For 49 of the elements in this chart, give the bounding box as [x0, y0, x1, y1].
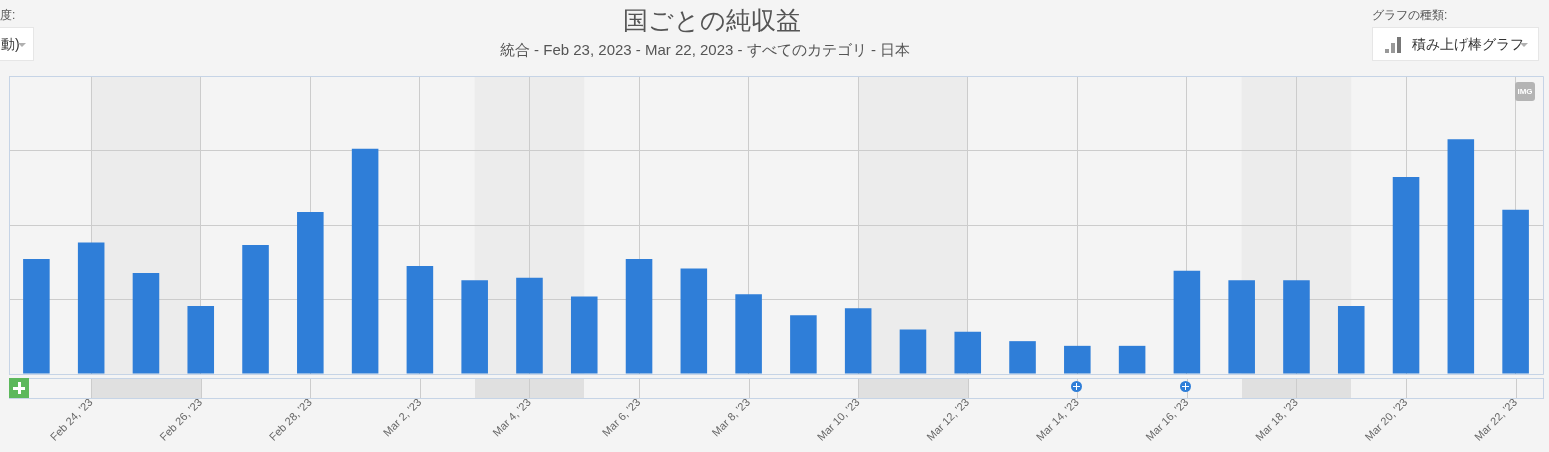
bar: [1392, 176, 1420, 374]
x-tick-label: Mar 8, '23: [709, 395, 753, 439]
bar: [735, 294, 762, 374]
bar: [242, 244, 269, 374]
bar: [1502, 209, 1529, 374]
bar: [1118, 345, 1146, 374]
bar: [132, 273, 160, 374]
x-tick-label: Mar 10, '23: [814, 395, 862, 443]
x-tick-label: Feb 26, '23: [157, 395, 205, 443]
bar: [899, 329, 927, 374]
x-tick-label: Mar 2, '23: [380, 395, 424, 439]
bar: [1447, 139, 1475, 374]
bar: [187, 305, 215, 374]
x-tick-label: Mar 18, '23: [1252, 395, 1301, 443]
x-tick-label: Mar 22, '23: [1472, 395, 1520, 443]
x-tick-label: Mar 16, '23: [1143, 395, 1191, 443]
x-tick-label: Feb 28, '23: [266, 395, 314, 443]
image-badge: IMG: [1515, 82, 1535, 101]
x-tick-label: Feb 24, '23: [47, 395, 95, 443]
chart-title: 国ごとの純収益: [622, 5, 802, 35]
bar: [77, 242, 105, 374]
bar: [1064, 345, 1091, 374]
bar: [516, 277, 543, 374]
bar: [1283, 280, 1310, 374]
text: グラフの種類:: [1372, 8, 1448, 22]
text: 積み上げ棒グラフ: [1412, 36, 1524, 52]
x-tick-label: Mar 6, '23: [599, 395, 643, 439]
x-tick-label: Mar 4, '23: [490, 395, 534, 439]
bar: [844, 308, 872, 374]
bar: [570, 296, 598, 374]
bar: [406, 266, 434, 374]
bar: [1337, 305, 1365, 374]
bar: [1228, 280, 1255, 374]
x-tick-label: Mar 20, '23: [1362, 395, 1410, 443]
bar: [461, 280, 488, 374]
bar: [954, 331, 982, 374]
bar: [625, 259, 653, 374]
x-tick-label: Mar 12, '23: [924, 395, 972, 443]
bar: [351, 148, 379, 374]
bar: [23, 259, 50, 374]
bar: [680, 268, 708, 374]
x-tick-label: Mar 14, '23: [1033, 395, 1081, 443]
chart-subtitle: 統合 - Feb 23, 2023 - Mar 22, 2023 - すべてのカテゴリ - 日本: [498, 40, 912, 60]
text: 度:: [0, 8, 16, 22]
bar: [1009, 341, 1036, 374]
bar: [1173, 270, 1201, 374]
bar: [790, 315, 817, 374]
text: 動): [1, 36, 20, 52]
bar: [297, 212, 324, 374]
